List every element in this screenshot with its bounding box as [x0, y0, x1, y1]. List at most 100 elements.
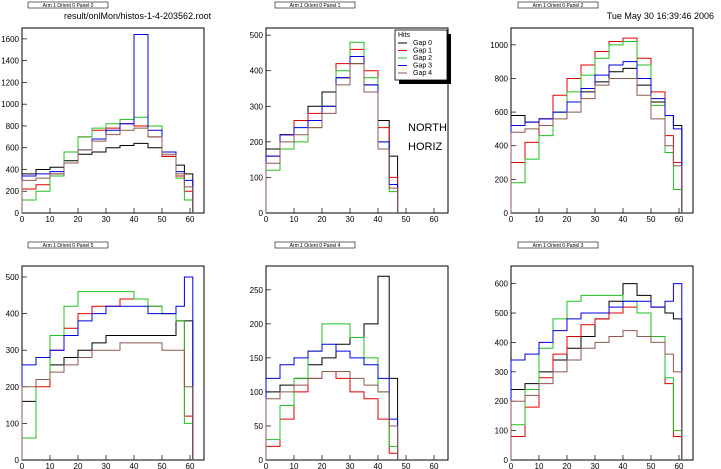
- chart-panel-4: Arm 1 Orient 0 Panel 4 0 10 20 30 40 50 60 0 50 10…: [250, 241, 449, 469]
- x-tick-label: 60: [675, 462, 684, 469]
- x-tick-label: 10: [290, 462, 299, 469]
- y-tick-label: 500: [6, 273, 20, 282]
- y-tick-label: 600: [6, 144, 20, 153]
- y-tick-label: 0: [15, 456, 20, 465]
- panel-title: Arm 1 Orient 0 Panel 2: [533, 3, 584, 9]
- legend-entry: Gap 1: [413, 48, 432, 55]
- y-tick-label: 800: [495, 74, 509, 83]
- plot-frame: [21, 265, 205, 461]
- legend-entry: Gap 4: [413, 70, 432, 77]
- y-tick-label: 300: [495, 368, 509, 377]
- panel-title-box: [27, 241, 109, 249]
- panel-title: Arm 1 Orient 0 Panel 1: [290, 3, 341, 9]
- x-tick-label: 30: [102, 215, 111, 224]
- y-tick-label: 1000: [1, 100, 19, 109]
- y-tick-label: 500: [495, 309, 509, 318]
- x-tick-label: 30: [346, 462, 355, 469]
- x-tick-label: 50: [402, 462, 411, 469]
- panel-title: Arm 1 Orient 0 Panel 5: [43, 243, 94, 249]
- x-tick-label: 0: [20, 215, 25, 224]
- y-tick-label: 0: [15, 209, 20, 218]
- y-tick-label: 200: [6, 187, 20, 196]
- y-tick-label: 200: [250, 320, 264, 329]
- x-tick-label: 60: [430, 462, 439, 469]
- file-path-label: result/onlMon/histos-1-4-203562.root: [64, 11, 212, 21]
- series-gap-0: [21, 320, 194, 460]
- series-gap-4: [510, 77, 683, 213]
- x-tick-label: 40: [374, 215, 383, 224]
- annotation-horiz: HORIZ: [408, 141, 443, 153]
- x-tick-label: 10: [46, 462, 55, 469]
- x-tick-label: 50: [647, 462, 656, 469]
- y-tick-label: 1000: [490, 41, 508, 50]
- x-tick-label: 0: [20, 462, 25, 469]
- legend-title: Hits: [398, 32, 411, 39]
- y-tick-label: 400: [495, 338, 509, 347]
- x-tick-label: 20: [74, 462, 83, 469]
- y-tick-label: 0: [259, 456, 264, 465]
- y-tick-label: 250: [250, 286, 264, 295]
- x-tick-label: 60: [186, 462, 195, 469]
- y-tick-label: 100: [495, 427, 509, 436]
- x-tick-label: 0: [264, 462, 269, 469]
- series-gap-3: [21, 276, 194, 460]
- timestamp-label: Tue May 30 16:39:46 2006: [607, 11, 714, 21]
- y-tick-label: 200: [6, 383, 20, 392]
- y-tick-label: 400: [6, 310, 20, 319]
- series-gap-3: [510, 61, 683, 213]
- plot-frame: [21, 27, 205, 214]
- x-tick-label: 40: [619, 462, 628, 469]
- chart-panel-3: Arm 1 Orient 0 Panel 5 0 10 20 30 40 50 60 0 100 2…: [6, 241, 205, 469]
- y-tick-label: 0: [504, 209, 509, 218]
- series-gap-4: [510, 330, 683, 460]
- annotation-north: NORTH: [408, 122, 447, 134]
- x-tick-label: 40: [619, 215, 628, 224]
- y-tick-label: 200: [495, 175, 509, 184]
- plot-frame: [510, 27, 694, 214]
- series-gap-4: [21, 342, 194, 460]
- x-tick-label: 30: [591, 215, 600, 224]
- series-gap-4: [265, 371, 399, 460]
- panels-layer: Arm 1 Orient 0 Panel 00 10 20 30 40 50 6002004…: [1, 1, 694, 469]
- y-tick-label: 1400: [1, 57, 19, 66]
- x-tick-label: 50: [647, 215, 656, 224]
- y-tick-label: 400: [6, 165, 20, 174]
- panel-title-box: [27, 1, 109, 9]
- x-tick-label: 30: [346, 215, 355, 224]
- y-tick-label: 100: [6, 419, 20, 428]
- y-tick-label: 100: [250, 388, 264, 397]
- x-tick-label: 10: [535, 462, 544, 469]
- x-tick-label: 50: [158, 462, 167, 469]
- y-tick-label: 500: [250, 31, 264, 40]
- series-gap-2: [21, 116, 194, 213]
- y-tick-label: 600: [495, 280, 509, 289]
- y-tick-label: 300: [250, 102, 264, 111]
- y-tick-label: 1200: [1, 78, 19, 87]
- x-tick-label: 50: [158, 215, 167, 224]
- series-gap-0: [510, 283, 683, 460]
- panel-title: Arm 1 Orient 0 Panel 4: [290, 243, 341, 249]
- x-tick-label: 40: [130, 462, 139, 469]
- y-tick-label: 0: [259, 209, 264, 218]
- y-tick-label: 200: [250, 138, 264, 147]
- series-gap-3: [265, 343, 399, 460]
- panel-title-box: [274, 241, 356, 249]
- x-tick-label: 40: [130, 215, 139, 224]
- series-gap-0: [510, 67, 683, 213]
- panel-title: Arm 1 Orient 0 Panel 0: [43, 3, 94, 9]
- x-tick-label: 20: [563, 215, 572, 224]
- series-gap-4: [21, 127, 194, 213]
- x-tick-label: 20: [318, 462, 327, 469]
- y-tick-label: 100: [250, 173, 264, 182]
- x-tick-label: 0: [509, 215, 514, 224]
- x-tick-label: 60: [675, 215, 684, 224]
- y-tick-label: 600: [495, 108, 509, 117]
- y-tick-label: 800: [6, 122, 20, 131]
- panel-title-box: [517, 1, 599, 9]
- plot-frame: [265, 27, 449, 214]
- x-tick-label: 20: [318, 215, 327, 224]
- x-tick-label: 0: [264, 215, 269, 224]
- y-tick-label: 300: [6, 346, 20, 355]
- chart-panel-1: Arm 1 Orient 0 Panel 1 0 10 20 30 40 50 60 0 100 2…: [250, 1, 449, 224]
